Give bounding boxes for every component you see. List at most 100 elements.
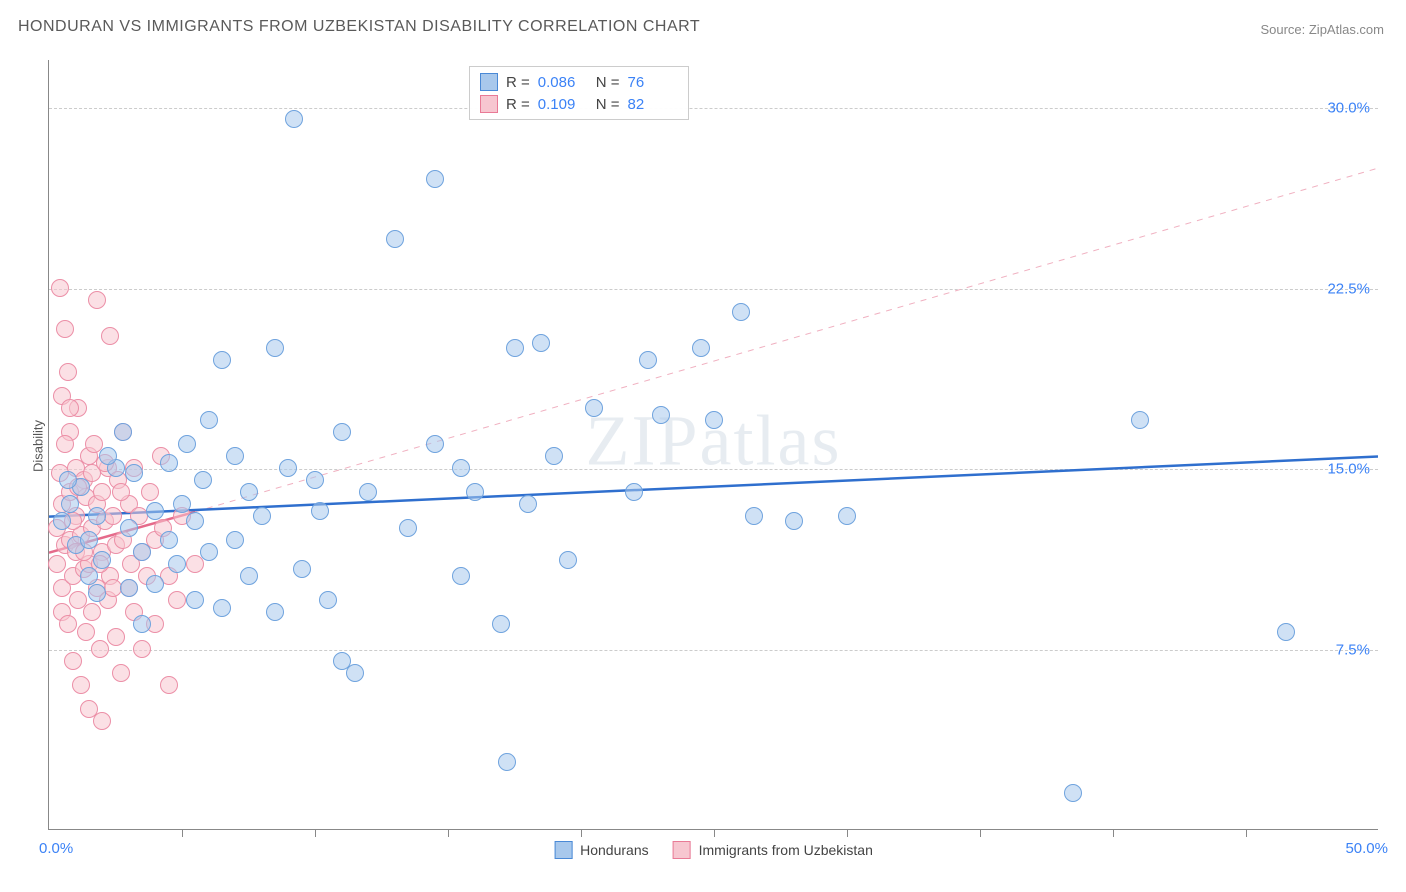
scatter-point bbox=[194, 471, 212, 489]
ytick-label: 7.5% bbox=[1336, 641, 1370, 658]
scatter-point bbox=[639, 351, 657, 369]
chart-title: HONDURAN VS IMMIGRANTS FROM UZBEKISTAN D… bbox=[18, 18, 700, 36]
scatter-point bbox=[625, 483, 643, 501]
scatter-point bbox=[93, 551, 111, 569]
scatter-point bbox=[56, 435, 74, 453]
scatter-point bbox=[359, 483, 377, 501]
trendline-dashed bbox=[195, 168, 1378, 512]
scatter-point bbox=[59, 363, 77, 381]
scatter-point bbox=[652, 406, 670, 424]
x-axis-min-label: 0.0% bbox=[39, 840, 73, 857]
scatter-point bbox=[80, 531, 98, 549]
legend-item-hondurans: Hondurans bbox=[554, 841, 649, 859]
source-attribution: Source: ZipAtlas.com bbox=[1260, 22, 1384, 37]
scatter-point bbox=[72, 676, 90, 694]
scatter-point bbox=[426, 170, 444, 188]
x-axis-max-label: 50.0% bbox=[1345, 840, 1388, 857]
scatter-point bbox=[99, 447, 117, 465]
ytick-label: 22.5% bbox=[1327, 280, 1370, 297]
scatter-point bbox=[59, 615, 77, 633]
n-value-blue: 76 bbox=[628, 74, 678, 91]
chart-container: HONDURAN VS IMMIGRANTS FROM UZBEKISTAN D… bbox=[0, 0, 1406, 892]
scatter-point bbox=[168, 591, 186, 609]
scatter-point bbox=[56, 320, 74, 338]
xtick bbox=[448, 829, 449, 837]
scatter-point bbox=[112, 664, 130, 682]
gridline bbox=[49, 650, 1378, 651]
scatter-point bbox=[311, 502, 329, 520]
plot-area: ZIPatlas 7.5%15.0%22.5%30.0% 0.0% 50.0% … bbox=[48, 60, 1378, 830]
correlation-row-pink: R = 0.109 N = 82 bbox=[480, 93, 678, 115]
scatter-point bbox=[133, 640, 151, 658]
scatter-point bbox=[785, 512, 803, 530]
scatter-point bbox=[141, 483, 159, 501]
xtick bbox=[315, 829, 316, 837]
swatch-pink-icon bbox=[480, 95, 498, 113]
scatter-point bbox=[333, 423, 351, 441]
scatter-point bbox=[213, 351, 231, 369]
scatter-point bbox=[83, 603, 101, 621]
scatter-point bbox=[452, 459, 470, 477]
scatter-point bbox=[125, 464, 143, 482]
legend-label-pink: Immigrants from Uzbekistan bbox=[699, 842, 873, 858]
scatter-point bbox=[293, 560, 311, 578]
scatter-point bbox=[146, 575, 164, 593]
scatter-point bbox=[226, 447, 244, 465]
scatter-point bbox=[168, 555, 186, 573]
r-label: R = bbox=[506, 96, 530, 113]
scatter-point bbox=[399, 519, 417, 537]
scatter-point bbox=[426, 435, 444, 453]
xtick bbox=[1246, 829, 1247, 837]
trendlines-svg bbox=[49, 60, 1378, 829]
scatter-point bbox=[492, 615, 510, 633]
n-label: N = bbox=[596, 74, 620, 91]
scatter-point bbox=[133, 543, 151, 561]
scatter-point bbox=[77, 623, 95, 641]
scatter-point bbox=[48, 555, 66, 573]
scatter-point bbox=[53, 512, 71, 530]
scatter-point bbox=[1064, 784, 1082, 802]
r-label: R = bbox=[506, 74, 530, 91]
scatter-point bbox=[61, 495, 79, 513]
scatter-point bbox=[692, 339, 710, 357]
scatter-point bbox=[120, 519, 138, 537]
gridline bbox=[49, 289, 1378, 290]
correlation-legend: R = 0.086 N = 76 R = 0.109 N = 82 bbox=[469, 66, 689, 120]
scatter-point bbox=[285, 110, 303, 128]
scatter-point bbox=[186, 591, 204, 609]
scatter-point bbox=[178, 435, 196, 453]
scatter-point bbox=[88, 291, 106, 309]
scatter-point bbox=[306, 471, 324, 489]
legend-item-uzbekistan: Immigrants from Uzbekistan bbox=[673, 841, 873, 859]
source-name: ZipAtlas.com bbox=[1309, 22, 1384, 37]
scatter-point bbox=[51, 279, 69, 297]
scatter-point bbox=[585, 399, 603, 417]
y-axis-label: Disability bbox=[31, 420, 46, 472]
xtick bbox=[980, 829, 981, 837]
scatter-point bbox=[59, 471, 77, 489]
scatter-point bbox=[112, 483, 130, 501]
scatter-point bbox=[160, 454, 178, 472]
scatter-point bbox=[240, 483, 258, 501]
scatter-point bbox=[88, 584, 106, 602]
ytick-label: 15.0% bbox=[1327, 461, 1370, 478]
scatter-point bbox=[745, 507, 763, 525]
scatter-point bbox=[160, 531, 178, 549]
scatter-point bbox=[333, 652, 351, 670]
series-legend: Hondurans Immigrants from Uzbekistan bbox=[554, 841, 873, 859]
scatter-point bbox=[559, 551, 577, 569]
swatch-blue-icon bbox=[554, 841, 572, 859]
scatter-point bbox=[120, 579, 138, 597]
scatter-point bbox=[160, 676, 178, 694]
n-label: N = bbox=[596, 96, 620, 113]
scatter-point bbox=[545, 447, 563, 465]
scatter-point bbox=[200, 411, 218, 429]
xtick bbox=[1113, 829, 1114, 837]
scatter-point bbox=[173, 495, 191, 513]
scatter-point bbox=[452, 567, 470, 585]
scatter-point bbox=[519, 495, 537, 513]
scatter-point bbox=[186, 512, 204, 530]
scatter-point bbox=[114, 423, 132, 441]
legend-label-blue: Hondurans bbox=[580, 842, 649, 858]
scatter-point bbox=[133, 615, 151, 633]
